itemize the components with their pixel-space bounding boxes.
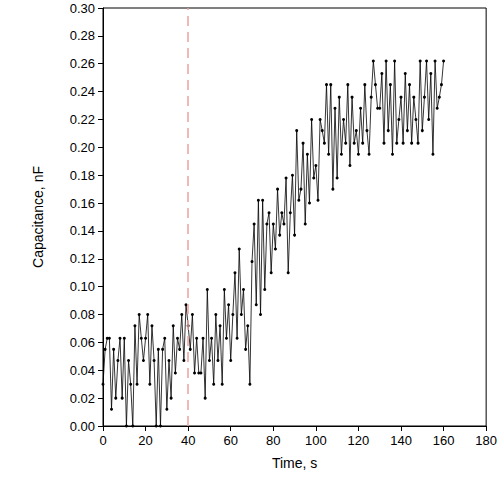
svg-text:0.12: 0.12 [70, 251, 95, 266]
svg-text:40: 40 [181, 433, 195, 448]
svg-text:140: 140 [390, 433, 412, 448]
svg-text:60: 60 [223, 433, 237, 448]
svg-text:0.14: 0.14 [70, 223, 95, 238]
svg-text:0.24: 0.24 [70, 84, 95, 99]
svg-text:Time, s: Time, s [272, 455, 317, 471]
svg-text:180: 180 [475, 433, 497, 448]
svg-text:0.10: 0.10 [70, 279, 95, 294]
svg-text:160: 160 [433, 433, 455, 448]
svg-text:0.20: 0.20 [70, 140, 95, 155]
svg-text:20: 20 [138, 433, 152, 448]
svg-text:0.04: 0.04 [70, 363, 95, 378]
svg-text:80: 80 [266, 433, 280, 448]
svg-text:0.28: 0.28 [70, 28, 95, 43]
svg-text:0.06: 0.06 [70, 335, 95, 350]
svg-text:0.18: 0.18 [70, 168, 95, 183]
svg-text:0.22: 0.22 [70, 112, 95, 127]
svg-text:Capacitance, nF: Capacitance, nF [30, 166, 46, 268]
svg-text:100: 100 [305, 433, 327, 448]
svg-text:0.30: 0.30 [70, 1, 95, 16]
svg-text:0.16: 0.16 [70, 196, 95, 211]
svg-text:0.26: 0.26 [70, 56, 95, 71]
svg-text:120: 120 [348, 433, 370, 448]
svg-text:0.02: 0.02 [70, 391, 95, 406]
svg-text:0.08: 0.08 [70, 307, 95, 322]
svg-text:0.00: 0.00 [70, 419, 95, 434]
svg-text:0: 0 [99, 433, 106, 448]
